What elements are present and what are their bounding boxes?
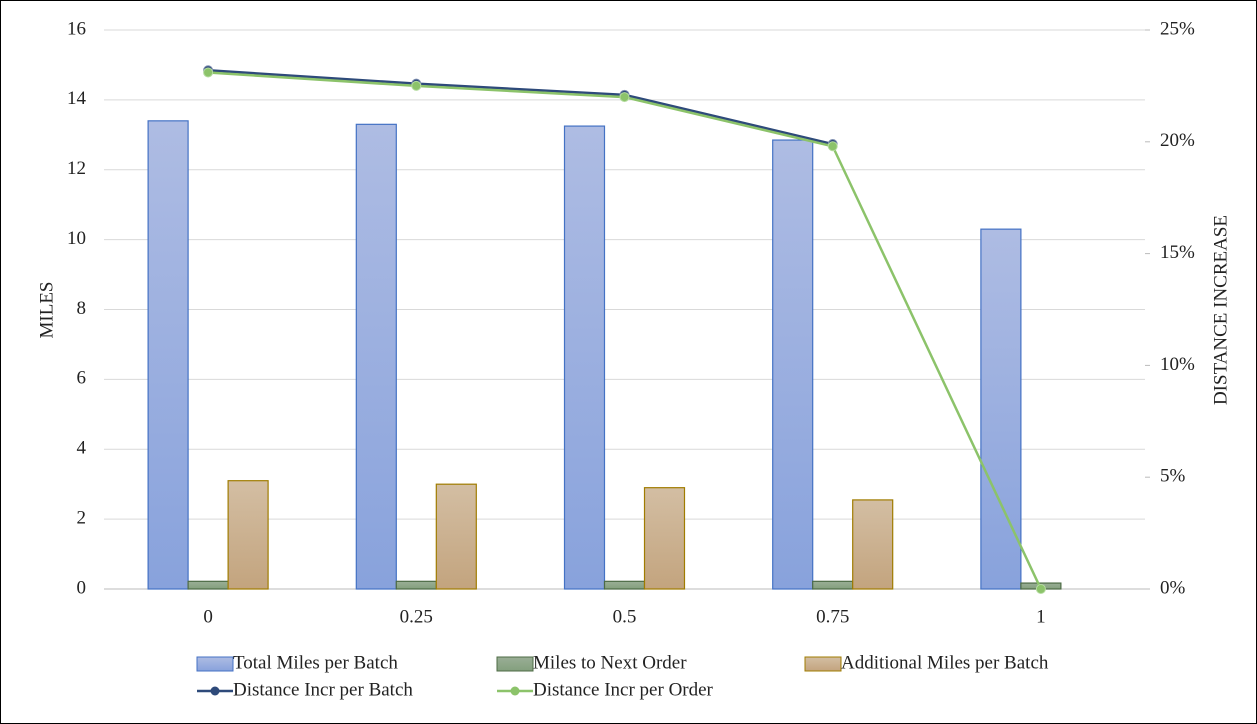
legend-marker xyxy=(510,686,520,696)
y2-tick-label: 5% xyxy=(1160,466,1186,487)
y-tick-label: 4 xyxy=(77,438,87,459)
y-tick-label: 14 xyxy=(67,88,87,109)
bar xyxy=(147,120,189,590)
x-tick-label: 1 xyxy=(1036,606,1046,627)
x-tick-label: 0.25 xyxy=(400,606,433,627)
y-tick-label: 8 xyxy=(77,298,87,319)
line-marker xyxy=(619,92,630,103)
x-tick-label: 0.5 xyxy=(613,606,637,627)
bar xyxy=(812,580,854,590)
line-marker xyxy=(827,141,838,152)
bar xyxy=(980,228,1022,590)
y2-tick-label: 25% xyxy=(1160,18,1195,39)
bar xyxy=(355,123,397,590)
bar xyxy=(395,580,437,590)
bar xyxy=(643,487,686,590)
y-axis-title: MILES xyxy=(36,282,57,339)
y-tick-label: 12 xyxy=(67,158,86,179)
legend-label: Total Miles per Batch xyxy=(233,652,398,673)
y-tick-label: 6 xyxy=(77,368,87,389)
y2-tick-label: 0% xyxy=(1160,577,1186,598)
bar xyxy=(187,580,229,590)
legend-marker xyxy=(210,686,220,696)
x-tick-label: 0 xyxy=(203,606,213,627)
line xyxy=(208,69,833,146)
bar xyxy=(852,499,894,590)
y2-tick-label: 15% xyxy=(1160,242,1195,263)
y-tick-label: 2 xyxy=(77,507,87,528)
legend-label: Distance Incr per Batch xyxy=(233,679,413,700)
x-tick-label: 0.75 xyxy=(816,606,849,627)
bar xyxy=(772,139,814,590)
legend-swatch xyxy=(196,656,234,672)
y-tick-label: 16 xyxy=(67,18,86,39)
line-marker xyxy=(411,80,422,91)
legend-label: Miles to Next Order xyxy=(533,652,687,673)
bar xyxy=(603,580,646,590)
legend-label: Distance Incr per Order xyxy=(533,679,714,700)
line-marker xyxy=(203,67,214,78)
y2-tick-label: 10% xyxy=(1160,354,1195,375)
bar xyxy=(563,125,606,590)
bar xyxy=(435,483,477,590)
y-tick-label: 0 xyxy=(77,577,87,598)
y-tick-label: 10 xyxy=(67,228,86,249)
legend-swatch xyxy=(496,656,534,672)
legend-swatch xyxy=(804,656,842,672)
legend-label: Additional Miles per Batch xyxy=(841,652,1049,673)
y2-tick-label: 20% xyxy=(1160,130,1195,151)
y2-axis-title: DISTANCE INCREASE xyxy=(1210,215,1231,405)
bar xyxy=(227,480,269,590)
line-marker xyxy=(1035,584,1046,594)
